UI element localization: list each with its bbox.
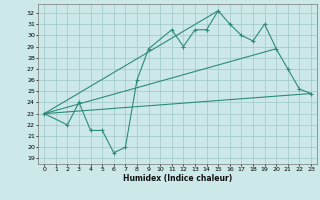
X-axis label: Humidex (Indice chaleur): Humidex (Indice chaleur) — [123, 174, 232, 183]
